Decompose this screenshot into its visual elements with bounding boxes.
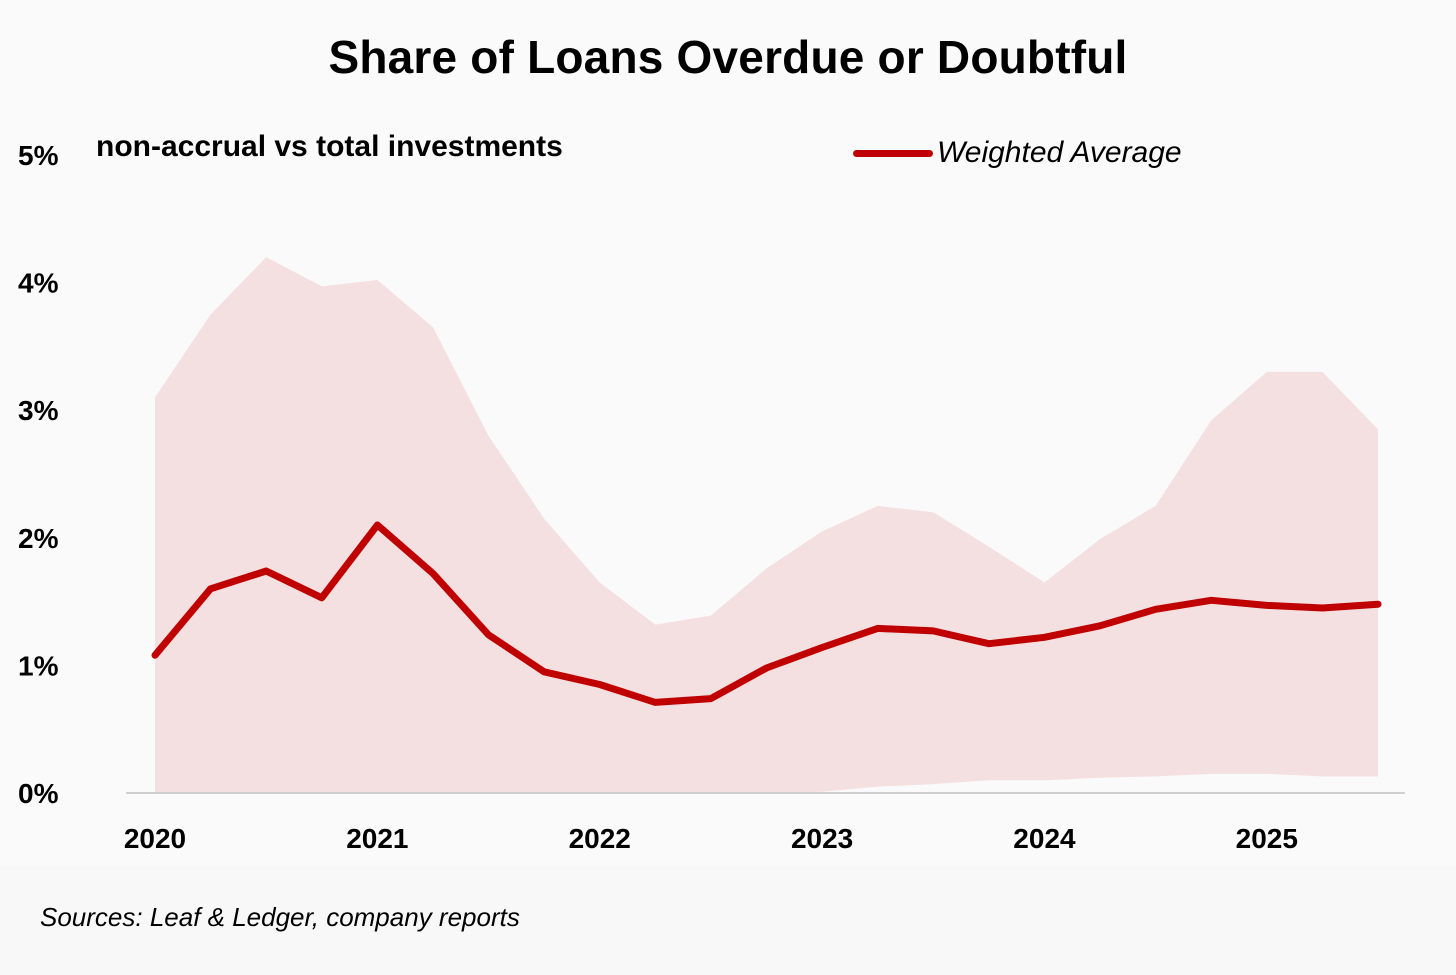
x-tick-label: 2022 [569,823,631,854]
y-tick-label: 5% [18,140,59,171]
x-tick-label: 2021 [346,823,408,854]
x-tick-label: 2020 [124,823,186,854]
band-layer [155,257,1378,794]
line-layer [151,521,1382,706]
y-tick-label: 4% [18,268,59,299]
source-note: Sources: Leaf & Ledger, company reports [40,902,520,932]
x-tick-labels: 2020 2021 2022 2023 2024 2025 [124,823,1298,854]
legend-label-weighted-average: Weighted Average [937,136,1182,169]
y-tick-label: 2% [18,523,59,554]
legend: Weighted Average [853,133,1182,173]
x-tick-label: 2024 [1013,823,1076,854]
chart-subtitle: non-accrual vs total investments [96,130,563,163]
footer-area [0,865,1456,975]
weighted-average-line [151,521,1382,706]
y-tick-label: 0% [18,778,59,809]
y-tick-label: 3% [18,395,59,426]
chart-title: Share of Loans Overdue or Doubtful [328,31,1128,83]
y-tick-labels: 0% 1% 2% 3% 4% 5% [18,140,59,809]
range-band-area [155,257,1378,794]
x-tick-label: 2025 [1236,823,1298,854]
y-tick-label: 1% [18,650,59,681]
chart-svg: 0% 1% 2% 3% 4% 5% 2020 2021 2022 2023 2024 2025 [18,140,1405,854]
x-tick-label: 2023 [791,823,853,854]
legend-line-swatch [853,149,933,157]
